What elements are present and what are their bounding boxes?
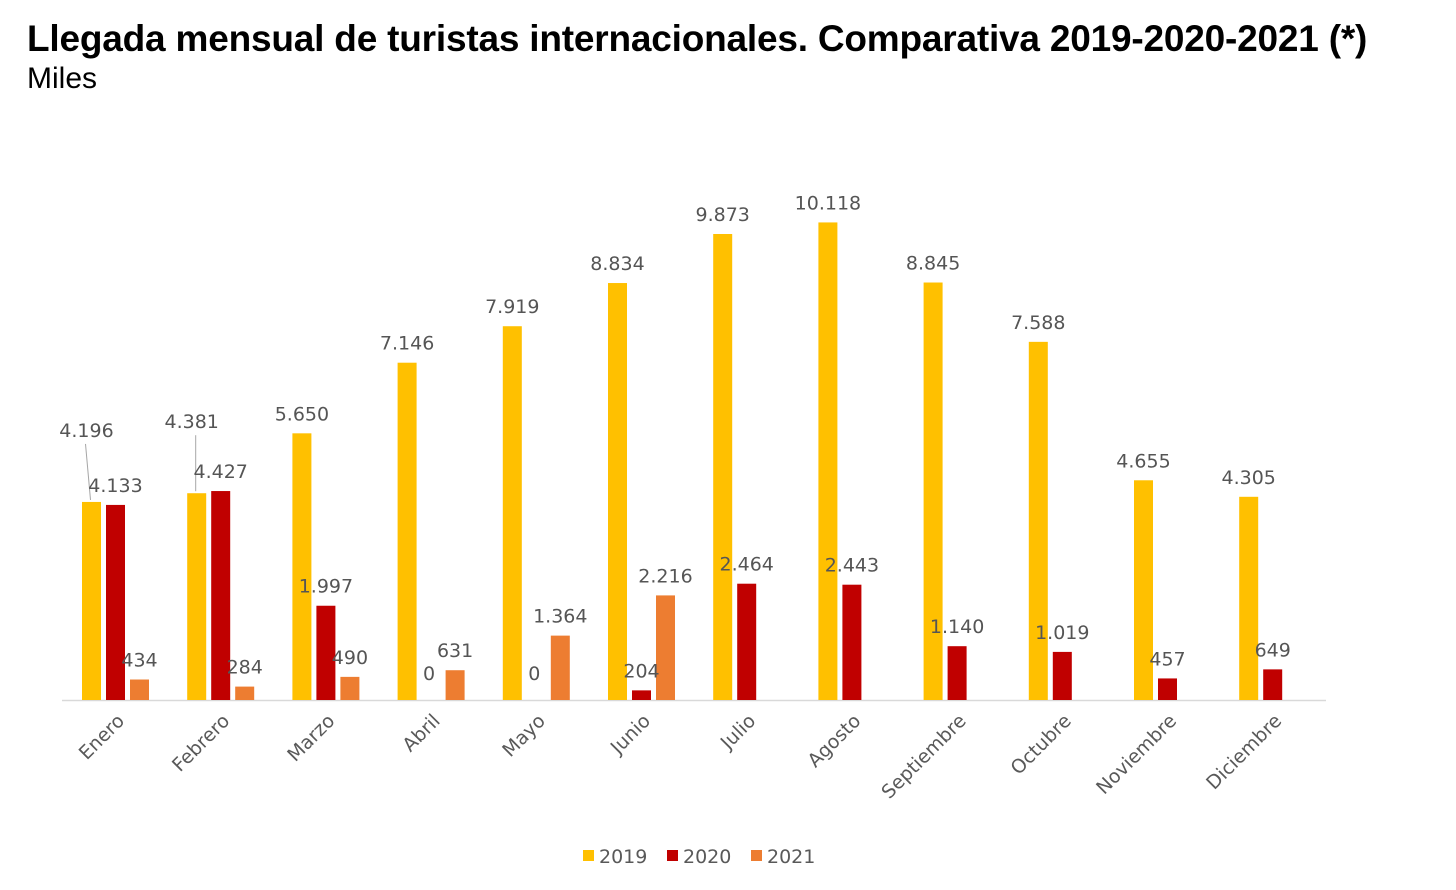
- legend: 2019 2020 2021: [583, 846, 815, 868]
- category-label-junio: Junio: [606, 710, 655, 759]
- bar-2020-junio: [632, 690, 651, 700]
- bar-2019-enero: [82, 501, 101, 700]
- leader-line-2019-enero: [85, 443, 91, 500]
- data-label-2020-enero: 4.133: [88, 475, 142, 497]
- legend-label-2020: 2020: [683, 846, 731, 868]
- bar-2020-julio: [737, 583, 757, 700]
- category-label-abril: Abril: [398, 710, 444, 756]
- chart-title: Llegada mensual de turistas internaciona…: [27, 18, 1368, 59]
- data-label-2020-agosto: 2.443: [825, 555, 879, 577]
- data-label-2019-junio: 8.834: [590, 253, 644, 275]
- data-label-2019-enero: 4.196: [59, 420, 113, 442]
- category-labels-group: Enero Febrero Marzo Abril Mayo Junio Julio Agos…: [75, 710, 1286, 803]
- data-label-2020-marzo: 1.997: [299, 576, 353, 598]
- category-label-diciembre: Diciembre: [1202, 710, 1286, 794]
- data-label-2020-diciembre: 649: [1255, 639, 1291, 661]
- bar-2020-octubre: [1052, 651, 1072, 700]
- bar-2020-noviembre: [1158, 678, 1177, 700]
- bar-2020-febrero: [211, 491, 231, 700]
- data-label-2021-febrero: 284: [227, 657, 263, 679]
- bar-2019-diciembre: [1239, 496, 1259, 700]
- category-label-julio: Julio: [716, 710, 760, 754]
- legend-swatch-2020: [667, 850, 678, 861]
- bar-2020-agosto: [842, 584, 862, 700]
- bar-2019-junio: [608, 283, 627, 700]
- bar-2021-febrero: [235, 686, 255, 700]
- bar-2019-agosto: [818, 222, 838, 700]
- data-label-2020-abril: 0: [423, 663, 435, 685]
- category-label-agosto: Agosto: [803, 710, 865, 772]
- data-labels-group: 4.196 4.133 434 4.381 4.427 284 5.650 1.997 490 7…: [59, 192, 1291, 685]
- data-label-2020-septiembre: 1.140: [930, 616, 984, 638]
- category-label-septiembre: Septiembre: [877, 710, 970, 803]
- data-label-2020-mayo: 0: [528, 663, 540, 685]
- data-label-2019-noviembre: 4.655: [1116, 450, 1170, 472]
- data-label-2020-febrero: 4.427: [193, 461, 247, 483]
- bars-group: [62, 222, 1326, 702]
- bar-2020-marzo: [316, 605, 336, 700]
- legend-label-2021: 2021: [767, 846, 815, 868]
- bar-2019-febrero: [187, 493, 207, 700]
- category-label-octubre: Octubre: [1007, 710, 1076, 779]
- data-label-2020-noviembre: 457: [1149, 648, 1185, 670]
- legend-swatch-2019: [583, 850, 594, 861]
- data-label-2020-octubre: 1.019: [1035, 622, 1089, 644]
- bar-2020-enero: [106, 504, 125, 700]
- category-label-noviembre: Noviembre: [1092, 710, 1181, 799]
- bar-2019-octubre: [1028, 341, 1048, 700]
- category-label-febrero: Febrero: [168, 710, 234, 776]
- bar-2019-septiembre: [923, 282, 943, 700]
- data-label-2019-abril: 7.146: [380, 333, 434, 355]
- data-label-2019-diciembre: 4.305: [1221, 467, 1275, 489]
- data-label-2021-marzo: 490: [332, 647, 368, 669]
- category-label-enero: Enero: [75, 710, 129, 764]
- legend-swatch-2021: [751, 850, 762, 861]
- data-label-2020-julio: 2.464: [719, 554, 773, 576]
- bar-2021-marzo: [340, 676, 360, 700]
- bar-2019-abril: [397, 362, 417, 700]
- bar-2019-marzo: [292, 433, 312, 700]
- data-label-2021-enero: 434: [121, 650, 157, 672]
- bar-2021-junio: [656, 595, 675, 700]
- bar-2021-mayo: [550, 635, 570, 700]
- data-label-2019-octubre: 7.588: [1011, 312, 1065, 334]
- data-label-2021-abril: 631: [437, 640, 473, 662]
- data-label-2019-marzo: 5.650: [275, 403, 329, 425]
- bar-2020-septiembre: [947, 646, 967, 700]
- bar-2021-enero: [130, 679, 149, 700]
- bar-2019-mayo: [502, 326, 522, 700]
- legend-label-2019: 2019: [599, 846, 647, 868]
- data-label-2019-mayo: 7.919: [485, 296, 539, 318]
- data-label-2021-junio: 2.216: [638, 565, 692, 587]
- bar-2019-noviembre: [1134, 480, 1153, 700]
- data-label-2019-julio: 9.873: [695, 204, 749, 226]
- data-label-2019-septiembre: 8.845: [906, 253, 960, 275]
- bar-2020-diciembre: [1263, 669, 1283, 700]
- data-label-2019-febrero: 4.381: [164, 411, 218, 433]
- data-label-2020-junio: 204: [623, 660, 659, 682]
- data-label-2019-agosto: 10.118: [795, 192, 861, 214]
- data-label-2021-mayo: 1.364: [533, 606, 587, 628]
- category-label-mayo: Mayo: [498, 710, 550, 762]
- bar-2019-julio: [713, 233, 733, 701]
- chart-subtitle: Miles: [27, 62, 98, 95]
- category-label-marzo: Marzo: [283, 710, 339, 766]
- bar-2021-abril: [445, 670, 465, 700]
